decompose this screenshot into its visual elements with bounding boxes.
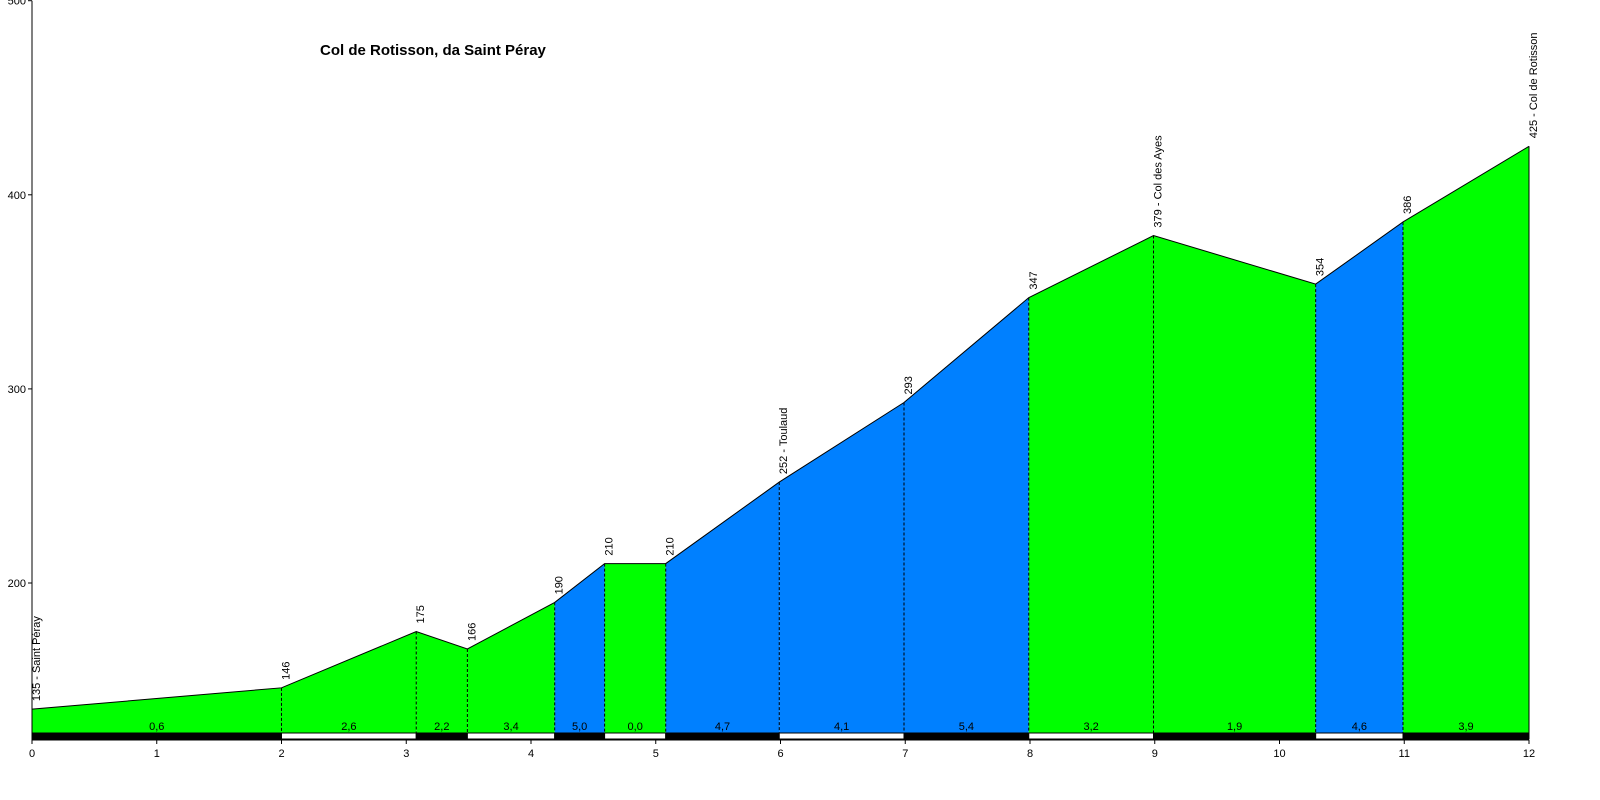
profile-outline	[31, 145, 1530, 733]
grade-label: 2,2	[434, 721, 449, 733]
grade-label: 3,9	[1458, 721, 1473, 733]
profile-segment-area	[1028, 235, 1154, 733]
point-label: 135 - Saint Péray	[31, 616, 43, 701]
profile-segment-area	[604, 563, 666, 733]
profile-segment-area	[665, 482, 780, 733]
point-label: 210	[604, 537, 616, 555]
profile-areas	[32, 146, 1529, 733]
point-label: 166	[466, 623, 478, 641]
km-bar-segment	[903, 732, 1030, 740]
profile-segment-area	[779, 402, 905, 733]
y-tick-label: 500	[8, 0, 26, 8]
profile-segment-area	[1153, 235, 1316, 733]
profile-line	[31, 145, 1530, 710]
point-label: 252 - Toulaud	[778, 408, 790, 474]
point-label: 386	[1402, 196, 1414, 214]
profile-segment-area	[554, 563, 605, 733]
x-tick-label: 3	[403, 748, 409, 760]
grade-label: 0,6	[149, 721, 164, 733]
point-label: 354	[1315, 258, 1327, 276]
km-bar-segment	[1315, 732, 1404, 740]
x-tick-label: 4	[528, 748, 534, 760]
segment-dividers	[281, 221, 1404, 733]
grade-label: 3,2	[1083, 721, 1098, 733]
grade-label: 1,9	[1227, 721, 1242, 733]
point-label: 379 - Col des Ayes	[1153, 135, 1165, 228]
km-bar-segment	[466, 732, 556, 740]
point-label: 146	[281, 661, 293, 679]
point-labels: 135 - Saint Péray 146 175 166 190 210 210 252 -…	[31, 32, 1540, 701]
grade-label: 5,4	[959, 721, 974, 733]
x-tick-label: 9	[1152, 748, 1158, 760]
x-tick-label: 0	[29, 748, 35, 760]
x-tick-label: 5	[653, 748, 659, 760]
x-tick-label: 6	[777, 748, 783, 760]
chart-title: Col de Rotisson, da Saint Péray	[320, 42, 547, 59]
point-label: 347	[1028, 271, 1040, 289]
profile-segment-area	[1403, 146, 1529, 733]
grade-label: 4,6	[1352, 721, 1367, 733]
point-label: 425 - Col de Rotisson	[1528, 32, 1540, 138]
x-tick-label: 1	[154, 748, 160, 760]
grade-labels: 0,6 2,6 2,2 3,4 5,0 0,0 4,7 4,1 5,4 3,2 1,9 4,6 3,9	[149, 721, 1474, 733]
profile-segment-area	[467, 602, 555, 733]
point-label: 210	[665, 537, 677, 555]
grade-label: 5,0	[572, 721, 587, 733]
x-tick-label: 11	[1399, 748, 1410, 760]
grade-label: 2,6	[341, 721, 356, 733]
km-bar-segment	[1402, 732, 1530, 740]
km-bar-segment	[1028, 732, 1155, 740]
point-label: 190	[554, 576, 566, 594]
grade-label: 3,4	[503, 721, 518, 733]
y-tick-label: 400	[8, 190, 26, 202]
x-tick-label: 7	[902, 748, 908, 760]
km-bar-segment	[1153, 732, 1317, 740]
km-bar-segment	[281, 732, 417, 740]
point-label: 175	[415, 605, 427, 623]
grade-label: 0,0	[628, 721, 643, 733]
profile-segment-area	[32, 687, 282, 733]
point-label: 293	[903, 376, 915, 394]
y-tick-label: 200	[8, 578, 26, 590]
km-bar-segment	[778, 732, 905, 740]
x-tick-label: 12	[1523, 748, 1535, 760]
km-bar-segment	[31, 732, 282, 740]
km-bar-segment	[415, 732, 468, 740]
profile-segment-area	[281, 631, 417, 733]
y-tick-label: 300	[8, 384, 26, 396]
km-bar-segment	[554, 732, 606, 740]
profile-segment-area	[1315, 221, 1404, 733]
km-scale-bar	[31, 732, 1530, 740]
profile-segment-area	[416, 631, 468, 733]
x-tick-label: 10	[1273, 748, 1285, 760]
profile-segment-area	[904, 297, 1029, 733]
km-bar-segment	[665, 732, 780, 740]
km-bar-segment	[604, 732, 667, 740]
grade-label: 4,1	[834, 721, 849, 733]
x-tick-label: 8	[1027, 748, 1033, 760]
grade-label: 4,7	[715, 721, 730, 733]
x-tick-label: 2	[278, 748, 284, 760]
